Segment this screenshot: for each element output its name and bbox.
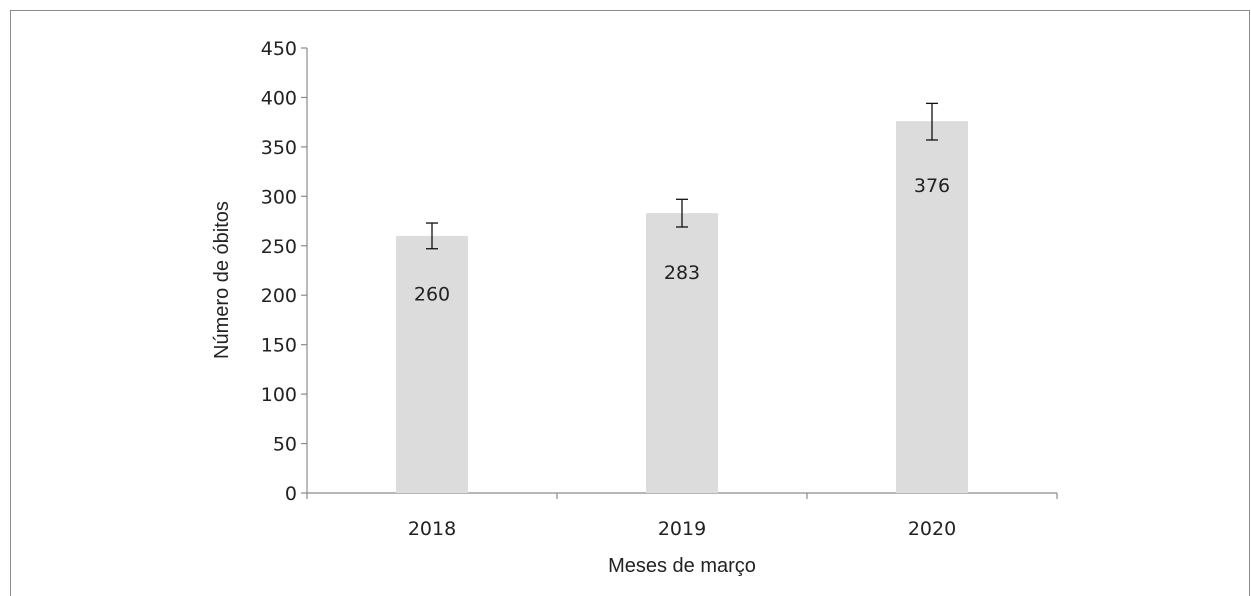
bar <box>896 121 968 493</box>
bars <box>396 121 968 493</box>
error-bars <box>426 102 938 250</box>
chart-frame <box>10 10 1250 596</box>
data-label: 283 <box>664 262 700 284</box>
x-tick-label: 2020 <box>908 518 956 540</box>
bar <box>646 213 718 493</box>
y-tick-label: 450 <box>261 38 297 60</box>
y-axis-title: Número de óbitos <box>211 201 233 359</box>
bar <box>396 235 468 493</box>
y-tick-label: 350 <box>261 137 297 159</box>
y-tick-label: 150 <box>261 335 297 357</box>
y-tick-label: 200 <box>261 285 297 307</box>
x-tick-label: 2019 <box>658 518 706 540</box>
y-tick-label: 0 <box>285 483 297 505</box>
data-label: 260 <box>414 284 450 306</box>
y-tick-label: 250 <box>261 236 297 258</box>
y-tick-label: 400 <box>261 87 297 109</box>
y-tick-label: 100 <box>261 384 297 406</box>
data-labels: 260 283 376 <box>414 175 950 306</box>
data-label: 376 <box>914 175 950 197</box>
y-tick-label: 300 <box>261 186 297 208</box>
y-axis: 0 50 100 150 200 250 300 350 400 450 <box>261 38 308 505</box>
y-tick-label: 50 <box>273 434 297 456</box>
x-tick-label: 2018 <box>408 518 456 540</box>
x-axis-title: Meses de março <box>608 555 756 577</box>
x-axis: 2018 2019 2020 <box>306 492 1058 540</box>
